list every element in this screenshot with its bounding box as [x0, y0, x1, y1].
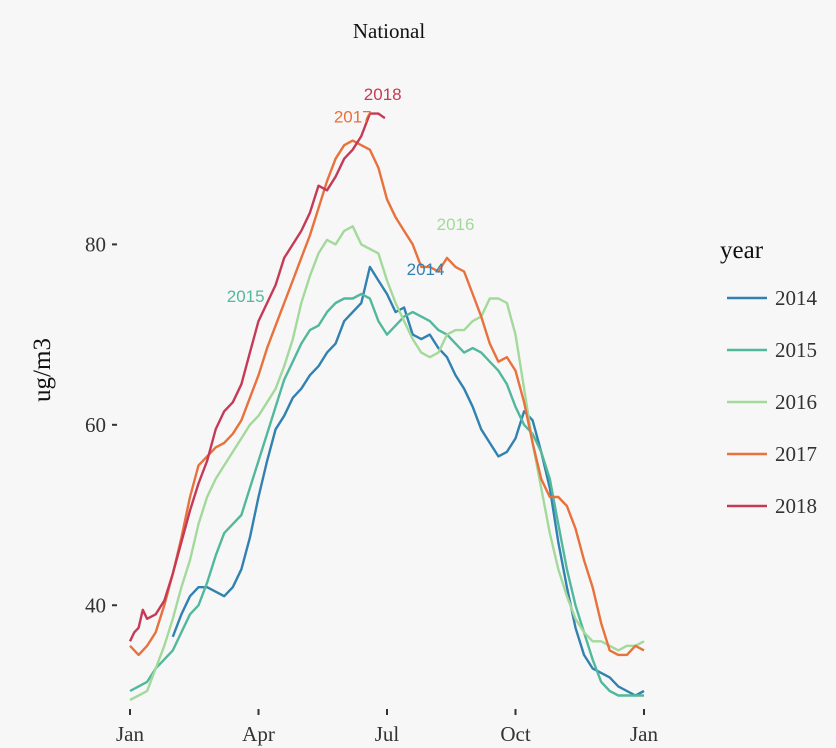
y-tick-label: 60: [85, 413, 106, 437]
series-direct-labels: 2014 2015 2016 2017 2018: [227, 85, 475, 306]
legend-label-2016: 2016: [775, 390, 817, 414]
series-label-2014: 2014: [407, 260, 445, 279]
series-line-2018: [128, 112, 386, 642]
legend-label-2014: 2014: [775, 286, 818, 310]
series-label-2017: 2017: [334, 108, 372, 127]
series-label-2015: 2015: [227, 287, 265, 306]
series-line-2014: [171, 265, 645, 697]
series-label-2018: 2018: [364, 85, 402, 104]
y-axis-label: ug/m3: [29, 338, 56, 402]
series-lines: [128, 112, 645, 702]
x-tick-label: Oct: [500, 722, 530, 746]
series-line-2015: [129, 292, 644, 697]
y-tick-label: 40: [85, 593, 106, 617]
legend-items: 2014 2015 2016 2017 2018: [727, 286, 818, 518]
x-tick-label: Jul: [375, 722, 400, 746]
y-axis: 40 60 80: [85, 232, 117, 617]
x-axis: Jan Apr Jul Oct Jan: [116, 709, 658, 746]
chart-title: National: [353, 19, 425, 43]
legend-title: year: [720, 237, 764, 264]
legend-label-2015: 2015: [775, 338, 817, 362]
x-tick-label: Jan: [116, 722, 144, 746]
legend: year 2014 2015 2016 2017 2018: [720, 237, 818, 518]
series-line-2017: [129, 139, 645, 657]
x-tick-label: Jan: [630, 722, 658, 746]
legend-label-2018: 2018: [775, 494, 817, 518]
legend-label-2017: 2017: [775, 442, 817, 466]
x-tick-label: Apr: [242, 722, 275, 746]
series-line-2016: [129, 225, 645, 702]
series-label-2016: 2016: [437, 215, 475, 234]
y-tick-label: 80: [85, 232, 106, 256]
